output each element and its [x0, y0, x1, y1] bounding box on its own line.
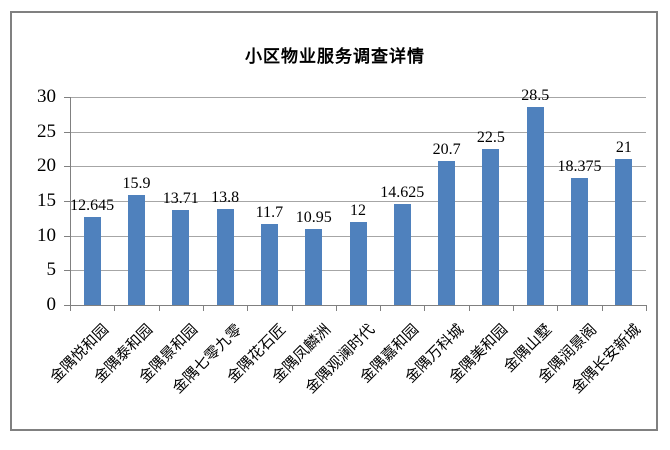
bar-13	[615, 159, 633, 305]
y-axis-tick	[64, 97, 70, 98]
bar-value-label: 12	[350, 201, 366, 219]
x-axis-tick	[335, 305, 337, 311]
y-axis-tick-label: 15	[37, 190, 56, 211]
gridline	[71, 201, 646, 202]
y-axis-tick-label: 10	[37, 224, 56, 246]
bar-value-label: 11.7	[255, 203, 284, 221]
bar-12	[571, 177, 589, 305]
y-axis-tick	[64, 270, 70, 272]
bar-value-label: 14.625	[380, 183, 425, 201]
bar-value-label: 21	[615, 139, 632, 157]
bar-value-label: 15.9	[122, 174, 151, 192]
bar-7	[349, 221, 367, 305]
gridline	[71, 131, 646, 133]
x-axis-tick	[380, 305, 382, 311]
gridline	[71, 97, 646, 98]
x-axis-tick	[158, 305, 160, 311]
x-axis-tick	[291, 305, 293, 311]
bar-value-label: 18.375	[557, 157, 602, 175]
y-axis-tick	[64, 235, 70, 237]
bar-value-label: 28.5	[521, 87, 550, 105]
y-axis-line	[70, 97, 71, 306]
y-axis-tick-label: 0	[46, 294, 57, 315]
gridline	[71, 166, 646, 168]
bar-value-label: 13.71	[162, 189, 199, 207]
y-axis-tick	[64, 131, 70, 133]
bar-11	[526, 107, 544, 305]
bar-value-label: 13.8	[211, 189, 240, 207]
x-axis-tick	[468, 305, 470, 311]
bar-10	[482, 149, 500, 305]
bar-4	[216, 209, 234, 305]
bar-2	[127, 194, 145, 305]
bar-3	[172, 209, 190, 305]
y-axis-tick-label: 20	[37, 155, 56, 177]
y-axis-tick-label: 30	[37, 86, 56, 107]
bar-value-label: 22.5	[476, 129, 505, 146]
bar-6	[305, 229, 323, 305]
bar-1	[83, 217, 101, 305]
x-axis-tick	[424, 305, 426, 311]
x-axis-tick	[247, 305, 249, 311]
bar-9	[438, 161, 456, 305]
bar-value-label: 20.7	[432, 141, 461, 159]
bar-value-label: 10.95	[295, 209, 332, 227]
y-axis-tick	[64, 305, 70, 306]
x-axis-tick	[202, 305, 204, 311]
y-axis-tick	[64, 166, 70, 168]
x-axis-line	[70, 305, 646, 306]
x-axis-tick	[513, 305, 515, 311]
y-axis-tick-label: 25	[37, 120, 56, 142]
chart-frame	[10, 11, 658, 431]
x-axis-tick	[114, 305, 116, 311]
bar-8	[393, 203, 411, 305]
x-axis-tick	[646, 305, 647, 311]
x-axis-tick	[70, 305, 71, 311]
bar-5	[260, 223, 278, 305]
x-axis-tick	[557, 305, 559, 311]
y-axis-tick-label: 5	[46, 259, 57, 281]
chart-title: 小区物业服务调查详情	[245, 47, 425, 66]
y-axis-tick	[64, 201, 70, 202]
bar-value-label: 12.645	[70, 197, 115, 215]
x-axis-tick	[601, 305, 603, 311]
